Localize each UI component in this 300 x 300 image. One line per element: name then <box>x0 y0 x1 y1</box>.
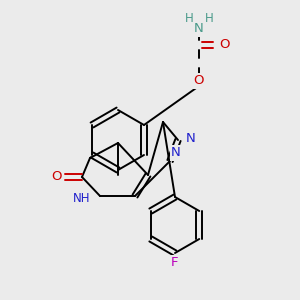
Text: O: O <box>219 38 229 52</box>
Text: F: F <box>171 256 179 269</box>
Text: H: H <box>205 11 213 25</box>
Text: O: O <box>194 74 204 88</box>
Text: N: N <box>171 146 181 160</box>
Text: N: N <box>194 22 204 35</box>
Text: H: H <box>184 11 194 25</box>
Text: O: O <box>52 170 62 184</box>
Text: N: N <box>186 131 196 145</box>
Text: NH: NH <box>73 193 91 206</box>
